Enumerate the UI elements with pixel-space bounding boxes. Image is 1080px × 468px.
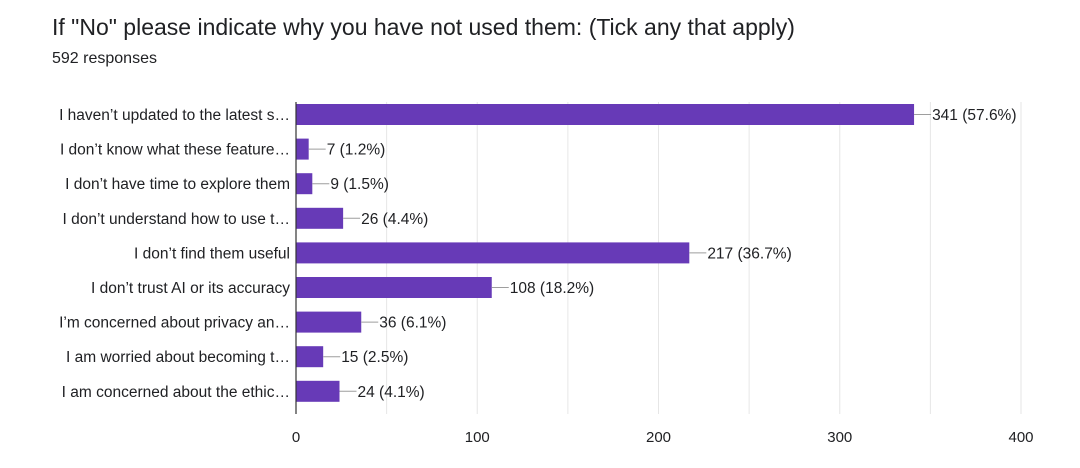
category-label: I’m concerned about privacy an… bbox=[59, 315, 290, 332]
bar bbox=[296, 380, 340, 402]
category-label: I am concerned about the ethic… bbox=[62, 384, 290, 401]
data-label: 9 (1.5%) bbox=[330, 176, 389, 193]
category-label: I am worried about becoming t… bbox=[66, 349, 290, 366]
data-label: 15 (2.5%) bbox=[341, 349, 408, 366]
category-label: I don’t know what these feature… bbox=[60, 142, 290, 159]
data-label: 36 (6.1%) bbox=[379, 315, 446, 332]
bar bbox=[296, 138, 309, 160]
data-label: 108 (18.2%) bbox=[510, 280, 594, 297]
x-tick-label: 200 bbox=[646, 429, 671, 446]
category-label: I haven’t updated to the latest s… bbox=[59, 107, 290, 124]
category-label: I don’t trust AI or its accuracy bbox=[91, 280, 290, 297]
x-tick-label: 0 bbox=[292, 429, 300, 446]
data-label: 7 (1.2%) bbox=[327, 142, 386, 159]
bar bbox=[296, 311, 362, 333]
bar bbox=[296, 242, 690, 264]
bar bbox=[296, 173, 313, 195]
bar bbox=[296, 207, 344, 229]
bar bbox=[296, 104, 915, 125]
x-tick-label: 400 bbox=[1008, 429, 1033, 446]
chart-title: If "No" please indicate why you have not… bbox=[52, 14, 795, 40]
data-label: 26 (4.4%) bbox=[361, 211, 428, 228]
bar bbox=[296, 346, 324, 368]
data-label: 341 (57.6%) bbox=[932, 107, 1016, 124]
category-label: I don’t find them useful bbox=[134, 245, 290, 262]
category-label: I don’t have time to explore them bbox=[65, 176, 290, 193]
category-label: I don’t understand how to use t… bbox=[63, 211, 290, 228]
x-tick-label: 300 bbox=[827, 429, 852, 446]
x-tick-label: 100 bbox=[465, 429, 490, 446]
response-count: 592 responses bbox=[52, 50, 157, 67]
bar bbox=[296, 277, 492, 298]
data-label: 217 (36.7%) bbox=[707, 245, 791, 262]
data-label: 24 (4.1%) bbox=[358, 384, 425, 401]
